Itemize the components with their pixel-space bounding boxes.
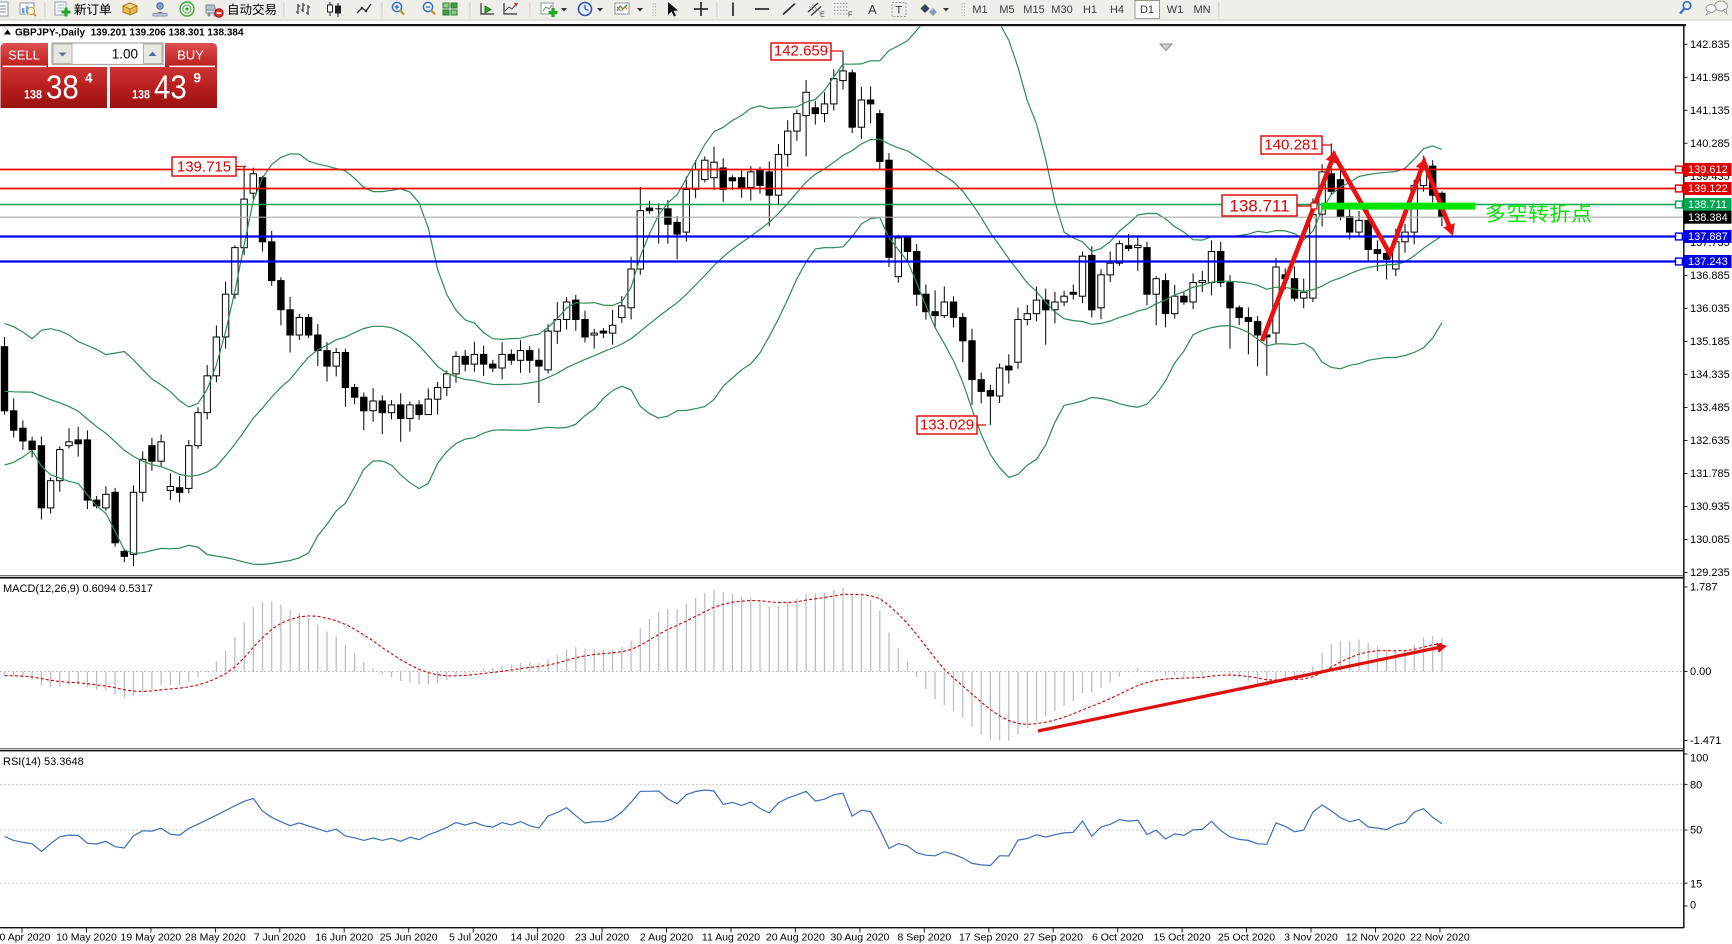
svg-text:134.335: 134.335 (1690, 369, 1730, 381)
svg-text:H1: H1 (1083, 4, 1097, 16)
svg-text:11 Aug 2020: 11 Aug 2020 (702, 932, 760, 944)
svg-text:0: 0 (1690, 900, 1696, 912)
svg-text:16 Jun 2020: 16 Jun 2020 (315, 932, 373, 944)
svg-text:142.835: 142.835 (1690, 39, 1730, 51)
svg-text:M15: M15 (1023, 4, 1044, 16)
svg-text:30 Apr 2020: 30 Apr 2020 (0, 932, 50, 944)
svg-text:BUY: BUY (177, 48, 204, 63)
svg-text:80: 80 (1690, 780, 1702, 792)
svg-text:W1: W1 (1167, 4, 1184, 16)
svg-text:138: 138 (132, 89, 150, 102)
svg-text:30 Aug 2020: 30 Aug 2020 (830, 932, 889, 944)
svg-text:139.715: 139.715 (177, 159, 231, 176)
svg-text:25 Oct 2020: 25 Oct 2020 (1218, 932, 1275, 944)
svg-text:136.035: 136.035 (1690, 303, 1730, 315)
svg-text:0.00: 0.00 (1690, 666, 1711, 678)
svg-text:141.135: 141.135 (1690, 105, 1730, 117)
svg-text:138.384: 138.384 (1688, 212, 1728, 224)
svg-text:141.985: 141.985 (1690, 72, 1730, 84)
svg-text:M5: M5 (999, 4, 1014, 16)
svg-text:9: 9 (194, 71, 202, 86)
svg-text:17 Sep 2020: 17 Sep 2020 (959, 932, 1019, 944)
svg-text:138.711: 138.711 (1229, 197, 1289, 216)
svg-text:E: E (820, 12, 825, 19)
svg-text:129.235: 129.235 (1690, 567, 1730, 579)
svg-text:43: 43 (154, 68, 187, 106)
svg-text:1.787: 1.787 (1690, 582, 1718, 594)
svg-text:2 Aug 2020: 2 Aug 2020 (640, 932, 693, 944)
svg-text:5 Jul 2020: 5 Jul 2020 (449, 932, 498, 944)
svg-text:14 Jul 2020: 14 Jul 2020 (510, 932, 564, 944)
svg-text:133.029: 133.029 (920, 417, 974, 434)
svg-text:132.635: 132.635 (1690, 435, 1730, 447)
svg-text:M30: M30 (1051, 4, 1072, 16)
svg-text:131.785: 131.785 (1690, 468, 1730, 480)
svg-text:130.085: 130.085 (1690, 534, 1730, 546)
svg-text:MN: MN (1193, 4, 1210, 16)
svg-text:A: A (868, 2, 877, 17)
svg-text:6 Oct 2020: 6 Oct 2020 (1092, 932, 1144, 944)
svg-text:8 Sep 2020: 8 Sep 2020 (897, 932, 951, 944)
svg-text:SELL: SELL (8, 48, 40, 63)
svg-text:RSI(14) 53.3648: RSI(14) 53.3648 (3, 756, 84, 768)
svg-text:D1: D1 (1140, 4, 1154, 16)
svg-text:19 May 2020: 19 May 2020 (121, 932, 182, 944)
svg-text:140.281: 140.281 (1264, 137, 1318, 154)
svg-text:MACD(12,26,9) 0.6094 0.5317: MACD(12,26,9) 0.6094 0.5317 (3, 583, 153, 595)
svg-text:28 May 2020: 28 May 2020 (185, 932, 246, 944)
svg-text:50: 50 (1690, 825, 1702, 837)
svg-text:15 Oct 2020: 15 Oct 2020 (1153, 932, 1210, 944)
svg-text:38: 38 (46, 68, 79, 106)
svg-text:12 Nov 2020: 12 Nov 2020 (1346, 932, 1406, 944)
svg-text:139.612: 139.612 (1688, 164, 1728, 176)
svg-text:M1: M1 (972, 4, 987, 16)
svg-text:3 Nov 2020: 3 Nov 2020 (1284, 932, 1338, 944)
svg-text:H4: H4 (1110, 4, 1124, 16)
svg-text:25 Jun 2020: 25 Jun 2020 (380, 932, 438, 944)
svg-text:10 May 2020: 10 May 2020 (56, 932, 117, 944)
svg-text:22 Nov 2020: 22 Nov 2020 (1410, 932, 1470, 944)
svg-text:-1.471: -1.471 (1690, 735, 1721, 747)
svg-text:140.285: 140.285 (1690, 138, 1730, 150)
svg-text:137.243: 137.243 (1688, 256, 1728, 268)
svg-text:135.185: 135.185 (1690, 336, 1730, 348)
svg-text:136.885: 136.885 (1690, 270, 1730, 282)
svg-text:1.00: 1.00 (112, 47, 138, 62)
svg-text:20 Aug 2020: 20 Aug 2020 (766, 932, 825, 944)
svg-text:T: T (896, 5, 903, 17)
svg-text:15: 15 (1690, 879, 1702, 891)
svg-text:139.122: 139.122 (1688, 183, 1728, 195)
svg-text:142.659: 142.659 (774, 43, 828, 60)
svg-text:138: 138 (24, 89, 42, 102)
svg-text:23 Jul 2020: 23 Jul 2020 (575, 932, 629, 944)
svg-text:138.711: 138.711 (1688, 199, 1727, 211)
svg-text:133.485: 133.485 (1690, 402, 1730, 414)
svg-text:F: F (848, 12, 852, 19)
svg-text:GBPJPY-,Daily 139.201 139.206: GBPJPY-,Daily 139.201 139.206 138.301 13… (15, 28, 244, 39)
svg-text:137.887: 137.887 (1688, 231, 1728, 243)
svg-text:130.935: 130.935 (1690, 501, 1730, 513)
svg-text:100: 100 (1690, 753, 1708, 765)
svg-text:27 Sep 2020: 27 Sep 2020 (1023, 932, 1083, 944)
svg-text:7 Jun 2020: 7 Jun 2020 (254, 932, 306, 944)
svg-text:4: 4 (85, 71, 93, 86)
